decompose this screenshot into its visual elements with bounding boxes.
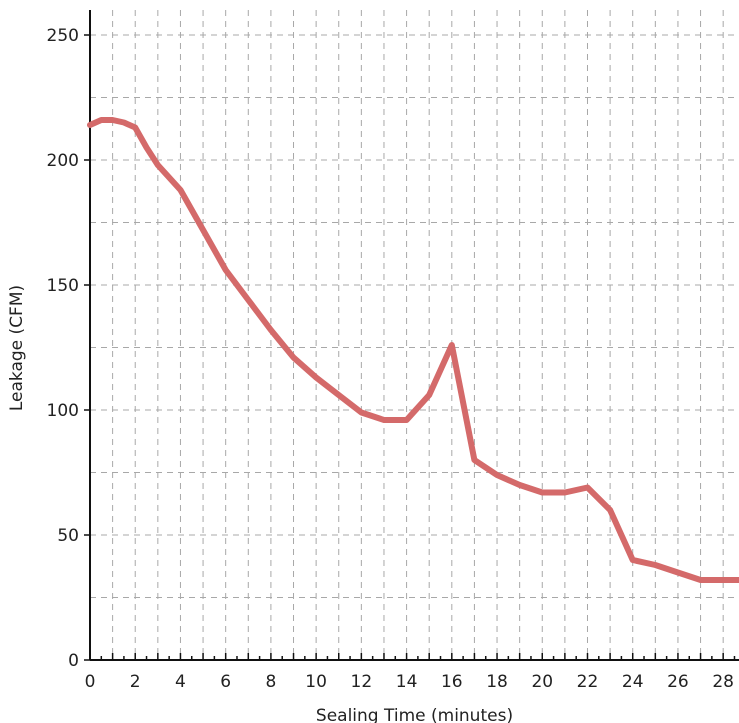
y-tick-label: 0 bbox=[68, 651, 79, 671]
x-tick-label: 2 bbox=[130, 672, 141, 692]
y-axis-title: Leakage (CFM) bbox=[7, 285, 27, 411]
x-tick-label: 0 bbox=[85, 672, 96, 692]
y-tick-label: 100 bbox=[47, 401, 79, 421]
axes bbox=[89, 10, 739, 661]
x-tick-label: 6 bbox=[220, 672, 231, 692]
series-line bbox=[87, 117, 739, 583]
x-tick-label: 18 bbox=[486, 672, 508, 692]
x-tick-label: 4 bbox=[175, 672, 186, 692]
x-tick-label: 10 bbox=[305, 672, 327, 692]
grid bbox=[90, 10, 739, 660]
x-tick-label: 26 bbox=[667, 672, 689, 692]
x-tick-label: 12 bbox=[351, 672, 373, 692]
x-tick-label: 16 bbox=[441, 672, 463, 692]
x-tick-label: 28 bbox=[712, 672, 734, 692]
series bbox=[87, 117, 739, 583]
y-tick-label: 50 bbox=[57, 526, 79, 546]
y-tick-label: 150 bbox=[47, 276, 79, 296]
x-tick-label: 8 bbox=[265, 672, 276, 692]
x-tick-label: 24 bbox=[622, 672, 644, 692]
x-tick-label: 22 bbox=[577, 672, 599, 692]
y-tick-label: 250 bbox=[47, 26, 79, 46]
x-tick-label: 14 bbox=[396, 672, 418, 692]
x-tick-label: 20 bbox=[531, 672, 553, 692]
x-axis-title: Sealing Time (minutes) bbox=[316, 706, 513, 723]
y-tick-label: 200 bbox=[47, 151, 79, 171]
